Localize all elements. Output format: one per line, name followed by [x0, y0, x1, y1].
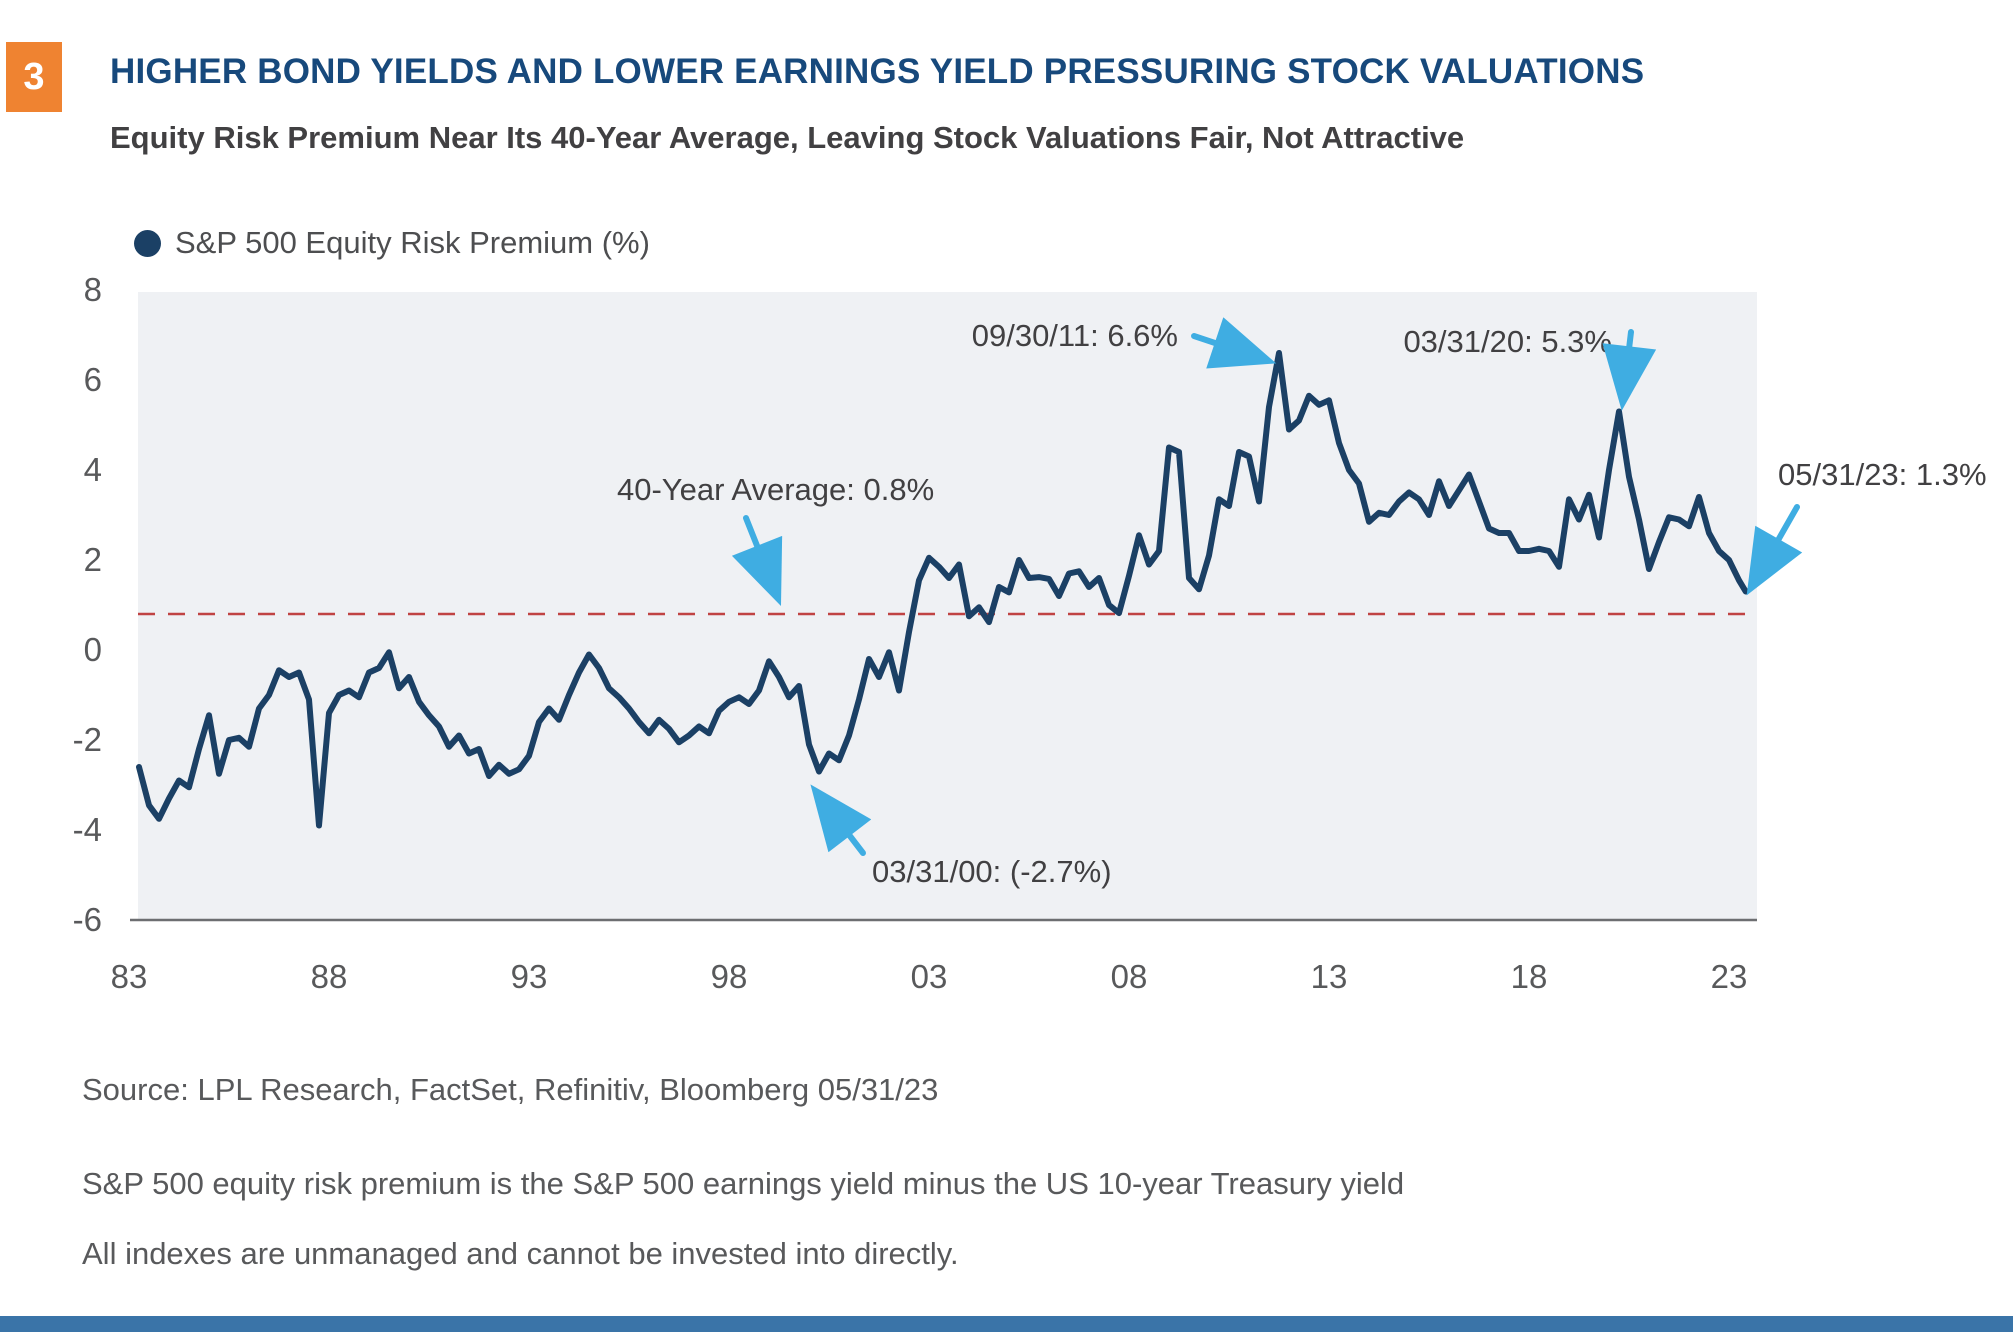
slide-number-badge: 3: [6, 42, 62, 112]
x-axis-tick-label: 88: [311, 958, 348, 995]
y-axis-tick-label: 0: [84, 631, 102, 668]
annotation-label: 05/31/23: 1.3%: [1778, 457, 1987, 492]
footer-accent-bar: [0, 1316, 2013, 1332]
x-axis-tick-label: 98: [711, 958, 748, 995]
chart-subtitle: Equity Risk Premium Near Its 40-Year Ave…: [110, 120, 1465, 155]
erp-series-line: [136, 350, 1749, 829]
source-line: Source: LPL Research, FactSet, Refinitiv…: [82, 1072, 939, 1107]
legend: S&P 500 Equity Risk Premium (%): [134, 225, 650, 261]
plot-background: [138, 292, 1757, 920]
y-axis-tick-label: 6: [84, 361, 102, 398]
annotation-arrow: [1746, 504, 1803, 596]
annotation-label: 09/30/11: 6.6%: [972, 318, 1178, 353]
y-axis-tick-label: -4: [73, 811, 102, 848]
x-axis-tick-label: 13: [1311, 958, 1348, 995]
x-axis-tick-label: 08: [1111, 958, 1148, 995]
y-axis-tick-label: -6: [73, 901, 102, 938]
footnote-definition: S&P 500 equity risk premium is the S&P 5…: [82, 1166, 1405, 1201]
chart-title: HIGHER BOND YIELDS AND LOWER EARNINGS YI…: [110, 52, 1645, 91]
footnote-disclaimer: All indexes are unmanaged and cannot be …: [82, 1236, 959, 1271]
x-axis-tick-label: 03: [911, 958, 948, 995]
x-axis-tick-label: 83: [111, 958, 148, 995]
legend-series-dot-icon: [134, 229, 161, 257]
y-axis-tick-label: 4: [84, 451, 102, 488]
y-axis-tick-label: 2: [84, 541, 102, 578]
annotation-arrow: [1191, 317, 1277, 369]
annotation-arrow: [810, 784, 872, 856]
y-axis-tick-label: -2: [73, 721, 102, 758]
x-axis-tick-label: 23: [1711, 958, 1748, 995]
annotation-arrow: [731, 515, 783, 607]
y-axis-tick-label: 8: [84, 271, 102, 308]
legend-series-label: S&P 500 Equity Risk Premium (%): [175, 225, 650, 260]
annotation-label: 03/31/20: 5.3%: [1403, 324, 1612, 359]
annotation-label: 03/31/00: (-2.7%): [872, 854, 1112, 889]
x-axis-tick-label: 93: [511, 958, 548, 995]
x-axis-tick-label: 18: [1511, 958, 1548, 995]
annotation-arrow: [1602, 329, 1657, 411]
annotation-label: 40-Year Average: 0.8%: [617, 472, 934, 507]
